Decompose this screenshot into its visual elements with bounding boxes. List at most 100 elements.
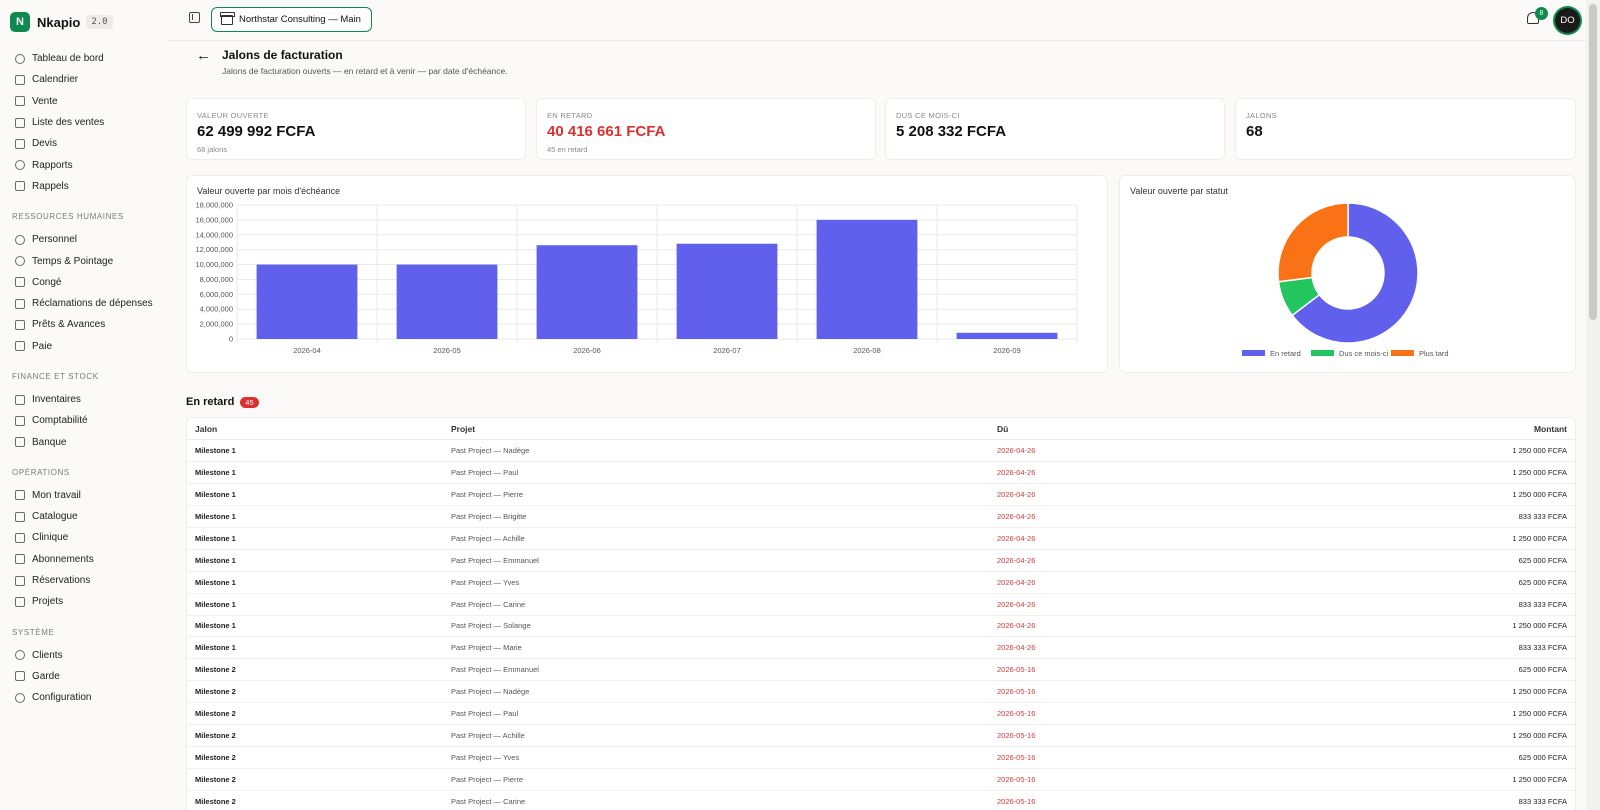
sidebar-item-comptabilite[interactable]: Comptabilité bbox=[0, 410, 168, 431]
sidebar-item-prets-avances[interactable]: Prêts & Avances bbox=[0, 314, 168, 335]
table-row[interactable]: Milestone 2 Past Project — Nadège 2026-05-… bbox=[187, 681, 1575, 704]
sidebar-item-label: Réservations bbox=[32, 575, 91, 587]
cell-amount: 625 000 FCFA bbox=[1518, 555, 1567, 565]
table-row[interactable]: Milestone 1 Past Project — Nadège 2026-04-… bbox=[187, 440, 1575, 462]
sidebar-item-calendrier[interactable]: Calendrier bbox=[0, 69, 168, 90]
sidebar-item-label: Rappels bbox=[32, 180, 69, 192]
table-row[interactable]: Milestone 1 Past Project — Marie 2026-04-2… bbox=[187, 637, 1575, 660]
cell-amount: 1 250 000 FCFA bbox=[1512, 775, 1567, 785]
sidebar-item-personnel[interactable]: Personnel bbox=[0, 229, 168, 250]
sidebar-item-label: Abonnements bbox=[32, 553, 94, 565]
table-row[interactable]: Milestone 2 Past Project — Emmanuel 2026-0… bbox=[187, 659, 1575, 682]
avatar[interactable]: DO bbox=[1555, 8, 1580, 33]
table-row[interactable]: Milestone 1 Past Project — Achille 2026-04… bbox=[187, 528, 1575, 550]
table-row[interactable]: Milestone 1 Past Project — Brigitte 2026-0… bbox=[187, 506, 1575, 528]
slice-later[interactable] bbox=[1277, 202, 1349, 283]
sidebar-item-reclamations-de-depenses[interactable]: Réclamations de dépenses bbox=[0, 293, 168, 314]
cell-amount: 1 250 000 FCFA bbox=[1512, 489, 1567, 499]
sidebar-toggle-icon[interactable] bbox=[189, 12, 200, 23]
sidebar-item-vente[interactable]: Vente bbox=[0, 91, 168, 112]
cell-due-date: 2026-04-26 bbox=[997, 643, 1036, 653]
sidebar-item-inventaires[interactable]: Inventaires bbox=[0, 389, 168, 410]
header-amount[interactable]: Montant bbox=[1533, 423, 1567, 434]
table-row[interactable]: Milestone 2 Past Project — Yves 2026-05-16… bbox=[187, 747, 1575, 770]
cell-project: Past Project — Nadège bbox=[451, 687, 530, 697]
sidebar-item-mon-travail[interactable]: Mon travail bbox=[0, 485, 168, 506]
cell-milestone: Milestone 1 bbox=[195, 577, 236, 587]
cell-project: Past Project — Achille bbox=[451, 533, 525, 543]
bank-icon bbox=[15, 437, 25, 448]
x-tick-label: 2026-05 bbox=[433, 346, 461, 355]
sidebar-item-label: Personnel bbox=[32, 234, 78, 246]
cell-project: Past Project — Pierre bbox=[451, 489, 524, 499]
pos-icon bbox=[15, 96, 25, 107]
org-switcher-button[interactable]: Northstar Consulting — Main bbox=[211, 7, 372, 32]
slice-overdue[interactable] bbox=[1291, 202, 1419, 344]
kpi-value: 40 416 661 FCFA bbox=[547, 123, 666, 140]
sidebar-item-catalogue[interactable]: Catalogue bbox=[0, 506, 168, 527]
table-row[interactable]: Milestone 2 Past Project — Pierre 2026-05-… bbox=[187, 769, 1575, 791]
back-arrow-icon[interactable]: ← bbox=[196, 47, 211, 64]
sidebar-item-conge[interactable]: Congé bbox=[0, 272, 168, 293]
kpi-note: 45 en retard bbox=[547, 145, 588, 154]
table-body: Milestone 1 Past Project — Nadège 2026-04-… bbox=[187, 440, 1575, 810]
brand[interactable]: N Nkapio 2.0 bbox=[0, 10, 168, 34]
table-row[interactable]: Milestone 1 Past Project — Paul 2026-04-26… bbox=[187, 462, 1575, 484]
legend-swatch[interactable] bbox=[1311, 350, 1334, 356]
sidebar-item-liste-des-ventes[interactable]: Liste des ventes bbox=[0, 112, 168, 133]
bar-2026-04 bbox=[256, 264, 358, 339]
table-row[interactable]: Milestone 2 Past Project — Carine 2026-05-… bbox=[187, 791, 1575, 810]
sidebar-item-label: Prêts & Avances bbox=[32, 319, 106, 331]
sidebar-item-reservations[interactable]: Réservations bbox=[0, 570, 168, 591]
sidebar-item-tableau-de-bord[interactable]: Tableau de bord bbox=[0, 48, 168, 69]
header-milestone[interactable]: Jalon bbox=[195, 423, 218, 434]
sidebar-item-abonnements[interactable]: Abonnements bbox=[0, 549, 168, 570]
sidebar-item-rappels[interactable]: Rappels bbox=[0, 176, 168, 197]
legend-label[interactable]: En retard bbox=[1270, 349, 1301, 358]
sidebar-item-devis[interactable]: Devis bbox=[0, 133, 168, 154]
sidebar-item-clinique[interactable]: Clinique bbox=[0, 527, 168, 548]
legend-label[interactable]: Plus tard bbox=[1419, 349, 1449, 358]
page-scrollbar[interactable] bbox=[1586, 0, 1600, 810]
table-row[interactable]: Milestone 1 Past Project — Carine 2026-04-… bbox=[187, 594, 1575, 616]
sidebar-item-garde[interactable]: Garde bbox=[0, 666, 168, 687]
gear-icon bbox=[15, 692, 25, 703]
reminder-icon bbox=[15, 181, 25, 192]
sidebar-item-label: Comptabilité bbox=[32, 415, 88, 427]
scrollbar-thumb[interactable] bbox=[1589, 4, 1597, 320]
cell-project: Past Project — Paul bbox=[451, 709, 519, 719]
sidebar-item-label: Inventaires bbox=[32, 394, 81, 405]
header-project[interactable]: Projet bbox=[451, 423, 476, 434]
bar-chart: 0 2,000,000 4,000,000 6,000,000 8,000,000 10,… bbox=[195, 201, 1078, 355]
legend-label[interactable]: Dus ce mois-ci bbox=[1339, 349, 1389, 358]
cell-due-date: 2026-04-26 bbox=[997, 489, 1036, 499]
table-row[interactable]: Milestone 1 Past Project — Solange 2026-04… bbox=[187, 616, 1575, 638]
cell-project: Past Project — Pierre bbox=[451, 775, 524, 785]
legend-swatch[interactable] bbox=[1391, 350, 1414, 356]
sidebar-item-paie[interactable]: Paie bbox=[0, 336, 168, 357]
legend-swatch[interactable] bbox=[1242, 350, 1265, 356]
sidebar-item-clients[interactable]: Clients bbox=[0, 645, 168, 666]
cell-project: Past Project — Emmanuel bbox=[451, 555, 539, 565]
projects-icon bbox=[15, 596, 25, 607]
table-row[interactable]: Milestone 2 Past Project — Paul 2026-05-16… bbox=[187, 703, 1575, 726]
version-badge: 2.0 bbox=[86, 15, 113, 29]
page-title: Jalons de facturation bbox=[222, 48, 343, 62]
cell-due-date: 2026-04-26 bbox=[997, 555, 1036, 565]
sidebar-item-configuration[interactable]: Configuration bbox=[0, 687, 168, 708]
sidebar-item-temps-pointage[interactable]: Temps & Pointage bbox=[0, 250, 168, 271]
table-row[interactable]: Milestone 1 Past Project — Pierre 2026-04-… bbox=[187, 484, 1575, 506]
table-row[interactable]: Milestone 1 Past Project — Yves 2026-04-26… bbox=[187, 572, 1575, 594]
sidebar-item-label: Rapports bbox=[32, 159, 73, 171]
header-due[interactable]: Dû bbox=[997, 423, 1009, 434]
clock-icon bbox=[15, 256, 25, 267]
sidebar-item-banque[interactable]: Banque bbox=[0, 431, 168, 452]
table-row[interactable]: Milestone 2 Past Project — Achille 2026-05… bbox=[187, 725, 1575, 748]
pie-icon bbox=[15, 160, 25, 171]
kpi-card-due-month: DUS CE MOIS-CI 5 208 332 FCFA bbox=[885, 98, 1225, 160]
cell-milestone: Milestone 2 bbox=[195, 796, 236, 806]
store-icon bbox=[220, 11, 235, 25]
table-row[interactable]: Milestone 1 Past Project — Emmanuel 2026-0… bbox=[187, 550, 1575, 572]
sidebar-item-projets[interactable]: Projets bbox=[0, 591, 168, 612]
sidebar-item-rapports[interactable]: Rapports bbox=[0, 154, 168, 175]
